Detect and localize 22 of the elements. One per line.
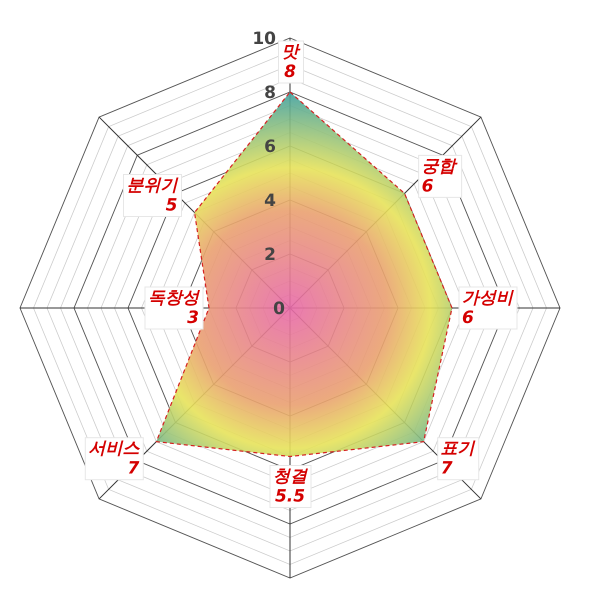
data-label: 7 (440, 458, 453, 479)
spoke-label: 가성비 (462, 288, 514, 308)
y-tick-label: 10 (252, 29, 276, 49)
spoke-label: 청결 (273, 466, 308, 486)
spoke-label: 서비스 (88, 438, 140, 459)
y-tick-label: 4 (264, 191, 276, 211)
data-label: 7 (127, 458, 140, 479)
spoke-label: 궁합 (422, 156, 459, 176)
spoke-label: 분위기 (126, 175, 178, 196)
y-tick-label: 2 (264, 245, 276, 265)
y-tick-label: 8 (264, 83, 276, 103)
data-label: 6 (462, 308, 474, 328)
y-tick-label: 6 (264, 137, 276, 157)
spoke-label: 독창성 (148, 288, 200, 308)
spoke-label: 맛 (282, 42, 300, 62)
spoke-label: 표기 (440, 438, 476, 459)
data-label: 8 (284, 62, 296, 82)
data-label: 3 (187, 308, 199, 328)
data-label: 6 (422, 176, 434, 196)
y-tick-label: 0 (273, 299, 286, 319)
data-label: 5.5 (274, 486, 306, 506)
data-label: 5 (166, 195, 178, 216)
